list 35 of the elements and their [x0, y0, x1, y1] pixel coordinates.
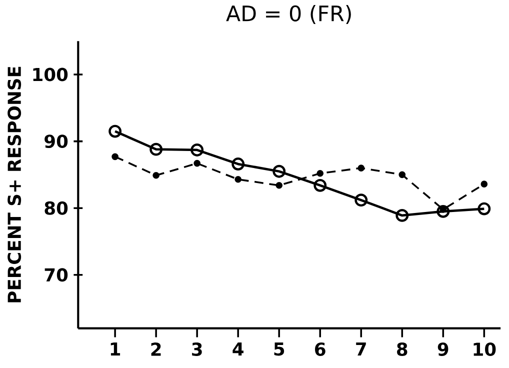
x-tick-label: 9	[438, 342, 448, 356]
x-tick-label: 4	[232, 342, 244, 356]
x-tick-label: 8	[397, 342, 408, 356]
x-tick-label: 5	[274, 342, 284, 356]
y-tick-label: 70	[44, 268, 68, 282]
x-tick-label: 3	[192, 342, 202, 356]
point	[478, 202, 491, 215]
point	[358, 164, 365, 172]
point	[396, 208, 409, 222]
y-axis-title: PERCENT S+ RESPONSE	[8, 66, 22, 302]
point	[234, 176, 242, 183]
point	[232, 157, 245, 170]
x-tick-label: 7	[356, 342, 366, 356]
point	[314, 178, 327, 192]
chart-title: AD = 0 (FR)	[226, 4, 351, 24]
point	[108, 124, 122, 138]
point	[316, 170, 324, 177]
x-tick-label: 6	[315, 342, 326, 356]
point	[276, 182, 283, 189]
point	[190, 143, 204, 156]
x-tick-label: 2	[151, 342, 161, 356]
point	[480, 180, 488, 188]
x-tick-label: 1	[110, 342, 120, 356]
point	[436, 204, 450, 218]
y-tick-label: 90	[44, 134, 68, 148]
x-tick-label: 10	[474, 342, 496, 356]
point	[112, 153, 118, 160]
y-tick-label: 80	[44, 201, 68, 215]
point	[354, 193, 368, 206]
y-tick-label: 100	[33, 68, 68, 82]
point	[398, 171, 406, 178]
point	[152, 172, 160, 179]
point	[272, 164, 286, 178]
point	[194, 160, 200, 167]
point	[150, 142, 163, 156]
